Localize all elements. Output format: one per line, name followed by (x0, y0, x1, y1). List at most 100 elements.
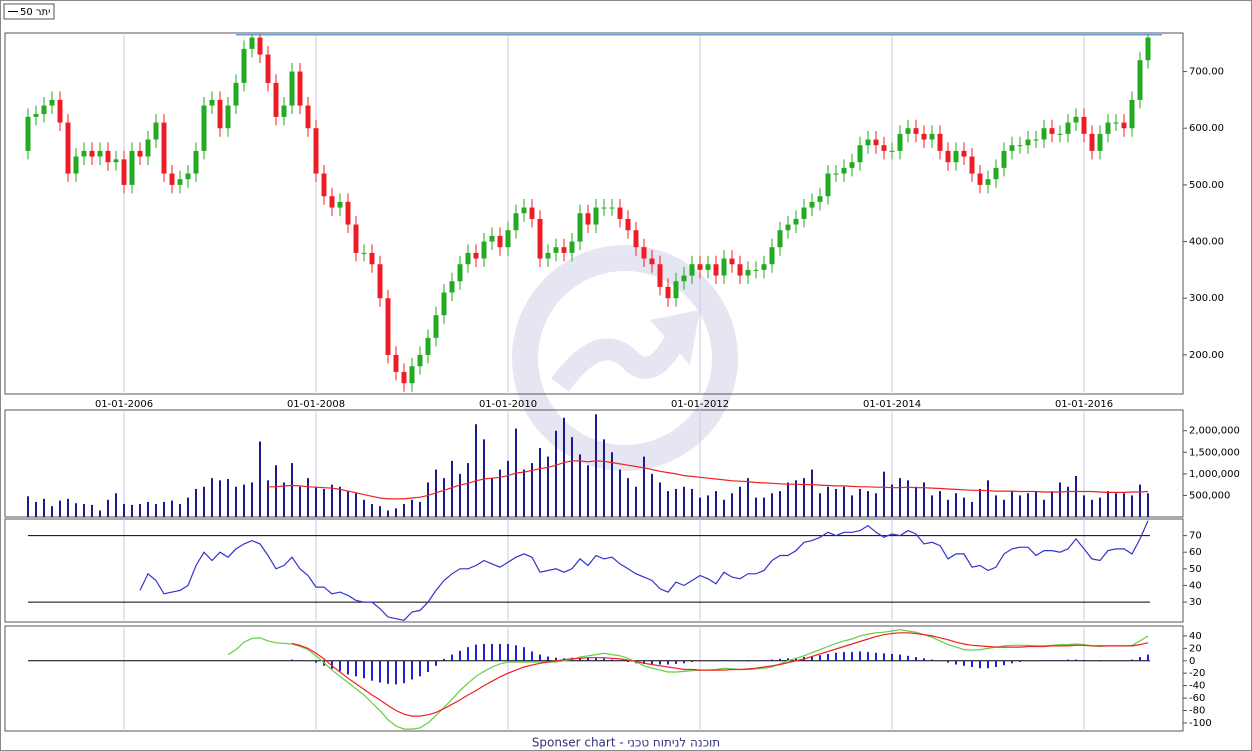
bar (603, 439, 605, 517)
bar (931, 659, 933, 661)
bar (1131, 495, 1133, 517)
bar (915, 657, 917, 661)
bar (499, 644, 501, 661)
candle-body (265, 54, 271, 83)
bar (547, 456, 549, 517)
candle-body (425, 337, 431, 355)
bar (147, 501, 149, 517)
bar (691, 660, 693, 663)
series-line (139, 520, 1149, 621)
bar (451, 654, 453, 661)
bar (1051, 491, 1053, 517)
bar (499, 469, 501, 517)
candle-body (1001, 150, 1007, 168)
bar (195, 488, 197, 517)
candle-body (489, 235, 495, 242)
bar (1091, 499, 1093, 517)
bar (339, 486, 341, 517)
bar (1043, 660, 1045, 661)
bar (387, 660, 389, 684)
bar (363, 499, 365, 517)
candle-body (729, 258, 735, 265)
bar (1123, 493, 1125, 517)
panel-frame (4, 518, 1184, 623)
candle-body (417, 354, 423, 367)
bar (27, 496, 29, 517)
bar (1139, 484, 1141, 517)
footer: Sponser chart - תוכנה לניתוח טכני (532, 736, 720, 750)
bar (43, 498, 45, 517)
bar (651, 660, 653, 665)
bar (787, 658, 789, 661)
candle-body (825, 173, 831, 197)
bar (1019, 660, 1021, 663)
candle-body (73, 156, 79, 174)
bar (315, 660, 317, 663)
bar (667, 660, 669, 665)
bar (347, 491, 349, 517)
bar (155, 504, 157, 517)
candle-body (257, 37, 263, 55)
bar (563, 417, 565, 517)
bar (531, 463, 533, 517)
candle-body (369, 252, 375, 265)
y-tick-label: -40 (1189, 681, 1205, 692)
x-tick-label: 01-01-2012 (671, 399, 729, 410)
candle-body (777, 230, 783, 248)
candle-body (193, 150, 199, 174)
bar (291, 463, 293, 517)
candle-body (937, 133, 943, 151)
candle-body (457, 264, 463, 282)
bar (307, 478, 309, 517)
bar (419, 660, 421, 677)
candle-body (1065, 122, 1071, 134)
candle-body (881, 145, 887, 151)
bar (443, 658, 445, 661)
bar (995, 495, 997, 517)
legend-label: יתר 50 (20, 7, 50, 18)
bar (347, 660, 349, 675)
bar (619, 469, 621, 517)
candle-body (849, 162, 855, 168)
bar (571, 437, 573, 517)
bar (259, 441, 261, 517)
bar (675, 660, 677, 664)
bar (475, 644, 477, 661)
y-tick-label: 2,000,000 (1189, 426, 1240, 437)
bar (659, 482, 661, 517)
candle-body (705, 264, 711, 270)
bar (627, 478, 629, 517)
candle-body (905, 128, 911, 134)
candle-body (289, 71, 295, 106)
y-tick-label: 400.00 (1189, 237, 1224, 248)
bar (803, 478, 805, 517)
candle-body (945, 150, 951, 163)
candle-body (153, 122, 159, 140)
bar (1035, 660, 1037, 662)
bar (1115, 493, 1117, 517)
bar (1107, 660, 1109, 662)
candle-body (121, 159, 127, 185)
bar (1099, 660, 1101, 662)
bar (1003, 499, 1005, 517)
candle-body (377, 264, 383, 299)
y-tick-label: -80 (1189, 705, 1205, 716)
bar (651, 473, 653, 517)
bar (915, 486, 917, 517)
bar (619, 660, 621, 661)
bar (371, 660, 373, 681)
candle-body (185, 173, 191, 180)
bar (411, 499, 413, 517)
candle-body (321, 173, 327, 197)
candle-body (833, 173, 839, 175)
bar (763, 497, 765, 517)
candle-body (529, 207, 535, 219)
bar (475, 424, 477, 517)
bar (115, 493, 117, 517)
candle-body (409, 366, 415, 384)
y-tick-label: 600.00 (1189, 123, 1224, 134)
bar (611, 659, 613, 661)
candle-body (209, 99, 215, 106)
candle-body (625, 218, 631, 231)
bar (683, 486, 685, 517)
